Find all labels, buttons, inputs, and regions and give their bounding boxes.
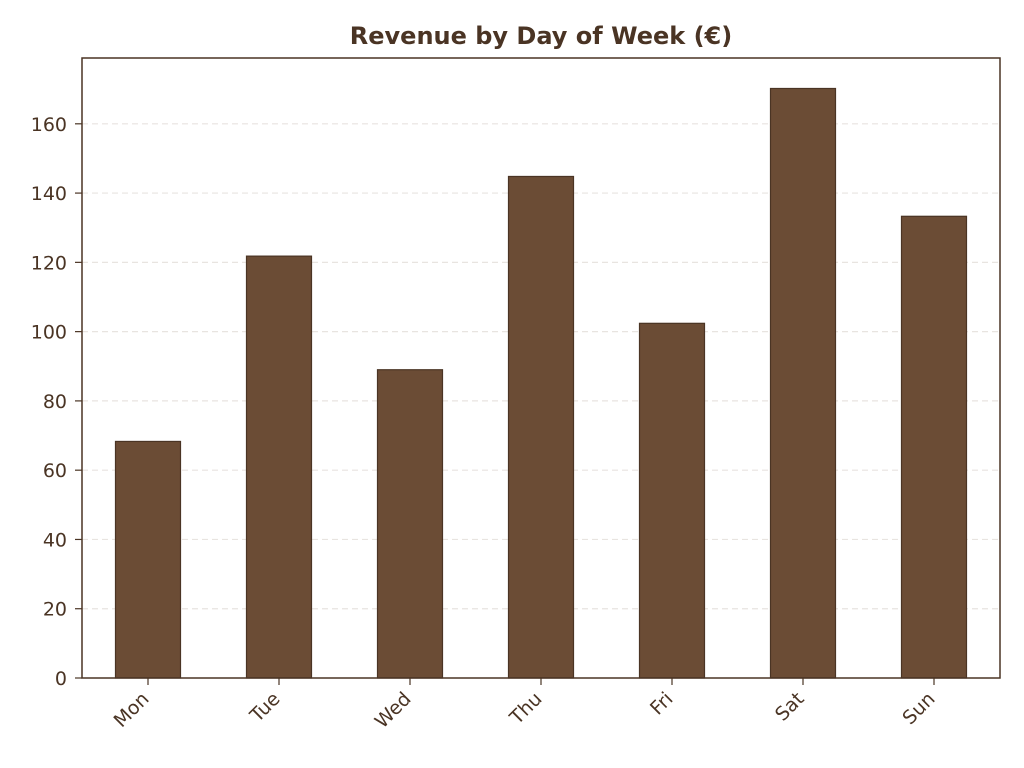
x-tick-label-mon: Mon (110, 688, 154, 732)
y-tick-label: 160 (31, 114, 67, 136)
bar-fri (638, 322, 706, 679)
y-tick-label: 40 (43, 529, 67, 551)
y-tick-label: 120 (31, 252, 67, 274)
x-tick-label-thu: Thu (505, 688, 547, 730)
bar-sat (769, 87, 837, 679)
x-tick-label-sat: Sat (771, 688, 809, 726)
bar-wed (376, 369, 444, 679)
grid-lines (82, 123, 1000, 610)
bar-thu (507, 175, 575, 679)
x-tick-label-tue: Tue (245, 688, 284, 727)
y-tick-label: 80 (43, 391, 67, 413)
y-tick-label: 60 (43, 460, 67, 482)
x-tick-label-wed: Wed (371, 688, 416, 733)
y-tick-label: 20 (43, 599, 67, 621)
y-tick-label: 100 (31, 322, 67, 344)
y-tick-label: 0 (55, 668, 67, 690)
y-tick-label: 140 (31, 183, 67, 205)
y-axis: 0 20 40 60 80 100 120 140 160 (31, 114, 82, 690)
chart-title: Revenue by Day of Week (€) (350, 22, 732, 50)
x-axis: Mon Tue Wed Thu Fri Sat Sun (110, 678, 940, 733)
bar-sun (900, 215, 968, 679)
x-tick-label-sun: Sun (898, 688, 939, 729)
bar-tue (245, 255, 313, 679)
bar-mon (114, 440, 182, 679)
bars (114, 87, 968, 679)
x-tick-label-fri: Fri (646, 688, 678, 720)
